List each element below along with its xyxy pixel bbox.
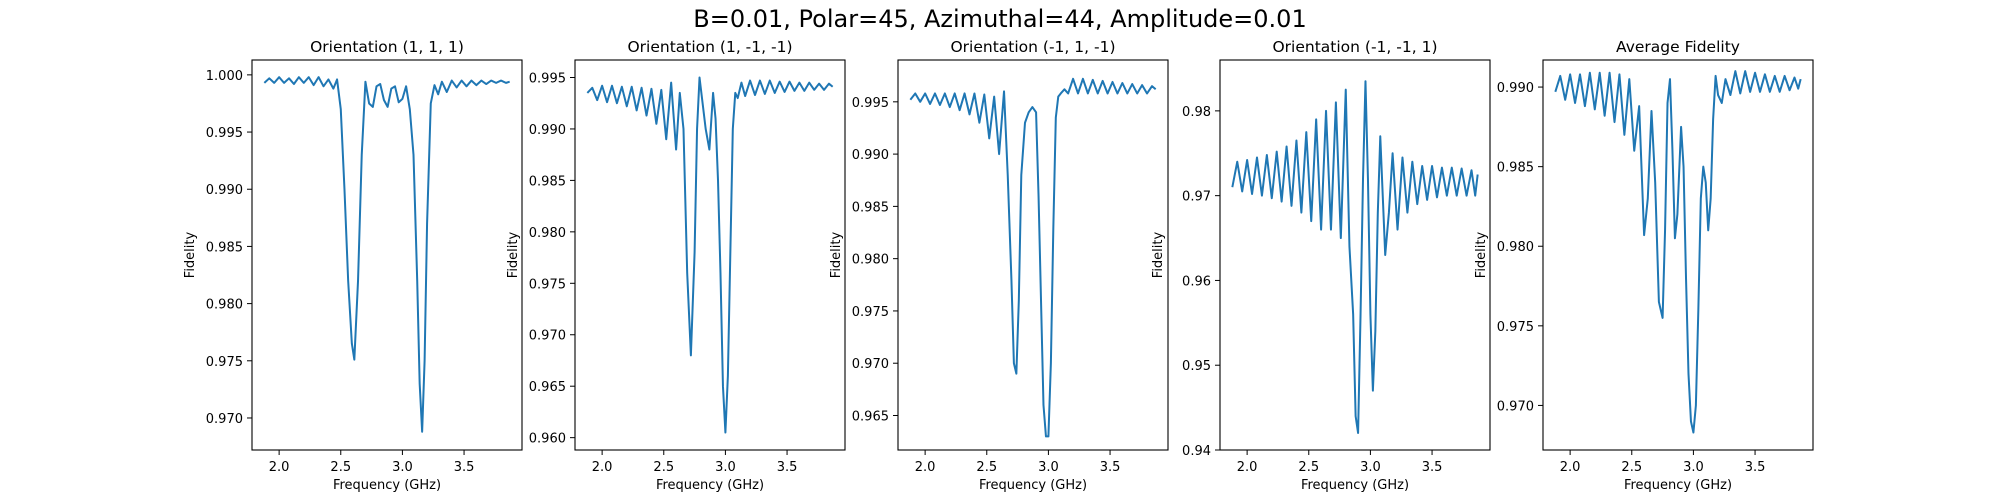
axes-frame xyxy=(1219,59,1491,451)
y-tick-label: 0.96 xyxy=(1182,274,1211,289)
y-tick-label: 0.985 xyxy=(206,240,243,255)
fidelity-series-line xyxy=(1231,80,1479,435)
y-tick-label: 0.95 xyxy=(1182,359,1211,374)
x-axis-label: Frequency (GHz) xyxy=(1301,478,1409,493)
y-tick-label: 0.980 xyxy=(1497,240,1534,255)
x-tick-label: 3.5 xyxy=(1100,460,1121,475)
y-tick-label: 0.995 xyxy=(206,126,243,141)
subplot-title: Orientation (1, 1, 1) xyxy=(310,38,464,56)
axes-frame xyxy=(251,59,523,451)
y-tick-label: 0.990 xyxy=(529,123,566,138)
axes-frame xyxy=(897,59,1169,451)
fidelity-series-line xyxy=(263,76,510,433)
y-tick-label: 1.000 xyxy=(206,69,243,84)
x-tick-label: 2.5 xyxy=(653,460,674,475)
y-axis-label: Fidelity xyxy=(1151,231,1166,278)
x-tick-label: 3.5 xyxy=(1745,460,1766,475)
x-tick-label: 2.0 xyxy=(1560,460,1581,475)
y-axis-label: Fidelity xyxy=(829,231,844,278)
x-axis-label: Frequency (GHz) xyxy=(656,478,764,493)
y-tick-label: 0.985 xyxy=(1497,161,1534,176)
y-tick-label: 0.985 xyxy=(852,200,889,215)
subplot-2: 2.0 2.5 3.0 3.5 0.960 0.965 0.970 0.975 0.980 0.9… xyxy=(506,38,846,493)
x-axis-label: Frequency (GHz) xyxy=(333,478,441,493)
x-tick-label: 3.0 xyxy=(715,460,736,475)
y-axis-label: Fidelity xyxy=(183,231,198,278)
y-tick-label: 0.970 xyxy=(529,329,566,344)
x-tick-label: 3.0 xyxy=(1038,460,1059,475)
x-axis-label: Frequency (GHz) xyxy=(979,478,1087,493)
x-tick-label: 3.5 xyxy=(454,460,475,475)
y-tick-label: 0.995 xyxy=(852,96,889,111)
y-tick-label: 0.990 xyxy=(206,183,243,198)
subplot-5: 2.0 2.5 3.0 3.5 0.970 0.975 0.980 0.985 0.990 Ave… xyxy=(1474,38,1814,493)
y-tick-label: 0.990 xyxy=(1497,81,1534,96)
y-tick-label: 0.980 xyxy=(852,253,889,268)
subplot-title: Orientation (-1, 1, -1) xyxy=(950,38,1115,56)
axes-frame xyxy=(574,59,846,451)
subplot-title: Orientation (1, -1, -1) xyxy=(627,38,792,56)
y-tick-label: 0.97 xyxy=(1182,190,1211,205)
x-tick-label: 2.0 xyxy=(592,460,613,475)
fidelity-series-line xyxy=(909,77,1157,438)
y-tick-label: 0.98 xyxy=(1182,105,1211,120)
x-tick-label: 2.0 xyxy=(915,460,936,475)
y-axis-label: Fidelity xyxy=(1474,231,1489,278)
x-axis-label: Frequency (GHz) xyxy=(1624,478,1732,493)
y-tick-label: 0.990 xyxy=(852,148,889,163)
x-tick-label: 2.0 xyxy=(1237,460,1258,475)
subplot-title: Orientation (-1, -1, 1) xyxy=(1272,38,1437,56)
y-tick-label: 0.970 xyxy=(206,412,243,427)
x-tick-label: 3.5 xyxy=(1422,460,1443,475)
y-tick-label: 0.975 xyxy=(529,277,566,292)
y-tick-label: 0.970 xyxy=(852,357,889,372)
x-tick-label: 2.5 xyxy=(330,460,351,475)
x-tick-label: 3.0 xyxy=(392,460,413,475)
y-axis-label: Fidelity xyxy=(506,231,521,278)
y-tick-label: 0.965 xyxy=(529,380,566,395)
x-tick-label: 3.0 xyxy=(1683,460,1704,475)
y-tick-label: 0.975 xyxy=(206,355,243,370)
x-tick-label: 2.5 xyxy=(1298,460,1319,475)
subplot-4: 2.0 2.5 3.0 3.5 0.94 0.95 0.96 0.97 0.98 Orientat… xyxy=(1151,38,1491,493)
y-tick-label: 0.975 xyxy=(1497,320,1534,335)
y-tick-label: 0.980 xyxy=(529,226,566,241)
y-tick-label: 0.965 xyxy=(852,409,889,424)
y-tick-label: 0.985 xyxy=(529,174,566,189)
y-tick-label: 0.980 xyxy=(206,298,243,313)
subplot-title: Average Fidelity xyxy=(1616,38,1740,56)
x-tick-label: 2.5 xyxy=(976,460,997,475)
axes-frame xyxy=(1542,59,1814,451)
y-tick-label: 0.995 xyxy=(529,71,566,86)
y-tick-label: 0.975 xyxy=(852,305,889,320)
y-tick-label: 0.94 xyxy=(1182,444,1211,459)
y-tick-label: 0.970 xyxy=(1497,399,1534,414)
x-tick-label: 3.5 xyxy=(777,460,798,475)
y-tick-label: 0.960 xyxy=(529,432,566,447)
x-tick-label: 2.5 xyxy=(1621,460,1642,475)
x-tick-label: 2.0 xyxy=(269,460,290,475)
fidelity-series-line xyxy=(1554,70,1802,434)
figure-suptitle: B=0.01, Polar=45, Azimuthal=44, Amplitud… xyxy=(693,5,1307,33)
fidelity-series-line xyxy=(586,76,834,434)
x-tick-label: 3.0 xyxy=(1360,460,1381,475)
subplot-3: 2.0 2.5 3.0 3.5 0.965 0.970 0.975 0.980 0.985 0.9… xyxy=(829,38,1169,493)
subplot-1: 2.0 2.5 3.0 3.5 0.970 0.975 0.980 0.985 0.990 0.9… xyxy=(183,38,523,493)
